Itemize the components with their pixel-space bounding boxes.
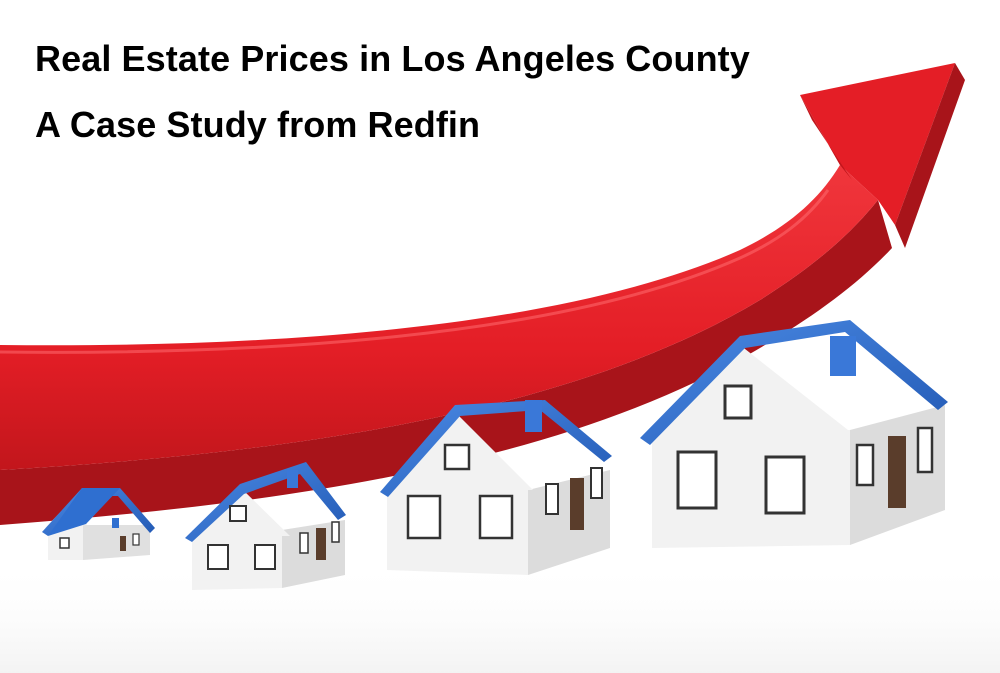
- floor: [0, 560, 1000, 673]
- page-subtitle: A Case Study from Redfin: [35, 104, 481, 145]
- house-icon: [185, 462, 346, 590]
- house-icon: [640, 320, 948, 548]
- house-icon: [42, 488, 155, 560]
- page-title: Real Estate Prices in Los Angeles County: [35, 38, 750, 79]
- house-icon: [380, 400, 612, 575]
